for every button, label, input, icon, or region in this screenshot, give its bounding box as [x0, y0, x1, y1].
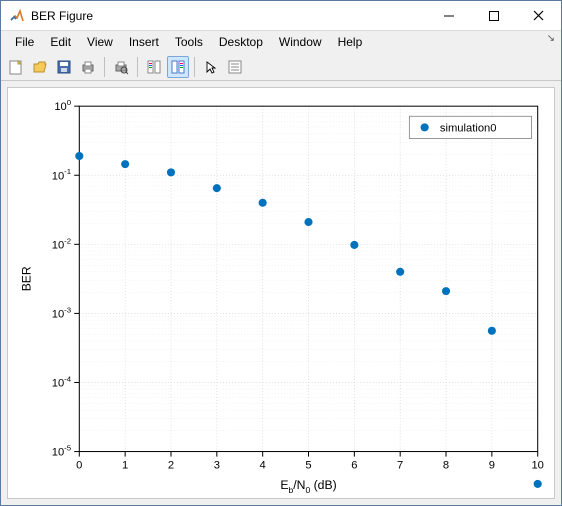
svg-text:3: 3	[214, 460, 220, 472]
svg-text:10-1: 10-1	[52, 167, 71, 182]
x-axis-label: Eb/N0 (dB)	[280, 478, 336, 495]
axes-panel: 0 1 2 3 4 5 6 7 8 9 10 100 10-1 10-2 10-3 10-4 10-5 Eb/N0…	[7, 87, 555, 499]
save-icon[interactable]	[53, 56, 75, 78]
data-point	[442, 287, 450, 295]
svg-text:10-5: 10-5	[52, 444, 72, 459]
data-point	[304, 218, 312, 226]
close-button[interactable]	[516, 1, 561, 30]
link-data-icon[interactable]	[167, 56, 189, 78]
svg-text:5: 5	[305, 460, 311, 472]
menu-desktop[interactable]: Desktop	[211, 33, 271, 51]
menu-insert[interactable]: Insert	[121, 33, 167, 51]
menu-help[interactable]: Help	[330, 33, 371, 51]
print-icon[interactable]	[77, 56, 99, 78]
edit-plot-icon[interactable]	[143, 56, 165, 78]
matlab-icon	[9, 8, 25, 24]
menu-file[interactable]: File	[7, 33, 42, 51]
data-point	[259, 199, 267, 207]
svg-text:0: 0	[76, 460, 82, 472]
menu-edit[interactable]: Edit	[42, 33, 79, 51]
window-controls	[426, 1, 561, 30]
svg-text:8: 8	[443, 460, 449, 472]
figure-area: 0 1 2 3 4 5 6 7 8 9 10 100 10-1 10-2 10-3 10-4 10-5 Eb/N0…	[1, 81, 561, 505]
data-point	[121, 160, 129, 168]
print-preview-icon[interactable]	[110, 56, 132, 78]
svg-text:9: 9	[489, 460, 495, 472]
svg-text:4: 4	[260, 460, 266, 472]
data-point	[213, 184, 221, 192]
ber-chart: 0 1 2 3 4 5 6 7 8 9 10 100 10-1 10-2 10-3 10-4 10-5 Eb/N0…	[8, 88, 554, 498]
menubar: File Edit View Insert Tools Desktop Wind…	[1, 31, 561, 53]
svg-text:10-4: 10-4	[52, 374, 72, 389]
new-figure-icon[interactable]	[5, 56, 27, 78]
titlebar: BER Figure	[1, 1, 561, 31]
svg-text:7: 7	[397, 460, 403, 472]
pointer-icon[interactable]	[200, 56, 222, 78]
open-icon[interactable]	[29, 56, 51, 78]
data-point	[75, 152, 83, 160]
window-title: BER Figure	[31, 9, 93, 23]
svg-text:2: 2	[168, 460, 174, 472]
svg-text:1: 1	[122, 460, 128, 472]
menu-tools[interactable]: Tools	[167, 33, 211, 51]
svg-text:10: 10	[531, 460, 543, 472]
menu-window[interactable]: Window	[271, 33, 330, 51]
data-point	[534, 480, 542, 488]
data-point	[396, 268, 404, 276]
minimize-button[interactable]	[426, 1, 471, 30]
svg-text:6: 6	[351, 460, 357, 472]
maximize-button[interactable]	[471, 1, 516, 30]
svg-text:10-3: 10-3	[52, 305, 71, 320]
data-point	[488, 327, 496, 335]
legend-label: simulation0	[440, 122, 497, 134]
svg-text:100: 100	[54, 98, 71, 113]
insert-colorbar-icon[interactable]	[224, 56, 246, 78]
toolbar	[1, 53, 561, 81]
svg-text:10-2: 10-2	[52, 236, 71, 251]
data-point	[167, 168, 175, 176]
menu-view[interactable]: View	[79, 33, 121, 51]
data-point	[350, 241, 358, 249]
undock-icon[interactable]: ↘	[547, 33, 555, 44]
y-axis-label: BER	[19, 266, 33, 291]
